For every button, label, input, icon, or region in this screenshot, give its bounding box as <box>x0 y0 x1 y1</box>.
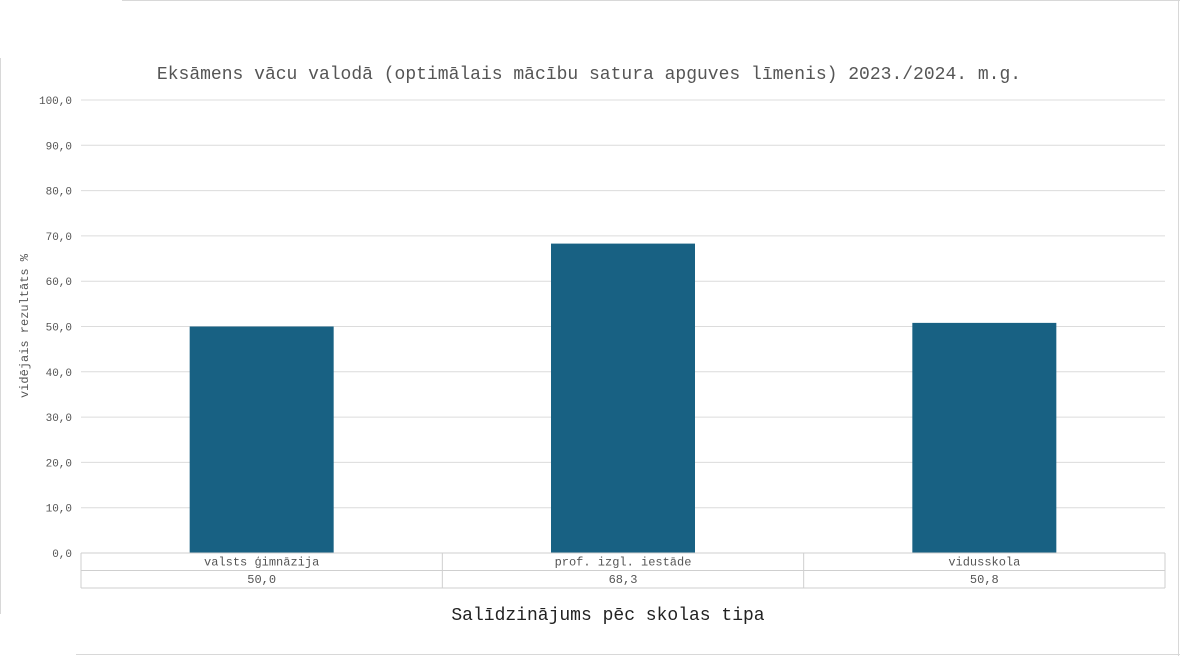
data-table: valsts ģimnāzija 50,0 prof. izgl. iestāde 6… <box>80 552 1166 589</box>
chart-title: Eksāmens vācu valodā (optimālais mācību … <box>157 65 1021 85</box>
bar <box>551 243 695 553</box>
value-label: 50,8 <box>970 573 999 587</box>
x-axis-label: Salīdzinājums pēc skolas tipa <box>451 606 764 626</box>
y-tick-label: 80,0 <box>46 187 72 199</box>
value-label: 68,3 <box>609 573 638 587</box>
category-label: valsts ģimnāzija <box>204 556 319 570</box>
frame-right-border <box>1178 0 1179 656</box>
y-axis-label: vidējais rezultāts % <box>18 253 32 398</box>
bar <box>912 322 1057 553</box>
bars <box>189 243 1057 553</box>
frame-left-border <box>0 58 1 614</box>
y-tick-label: 10,0 <box>46 504 72 516</box>
y-tick-label: 50,0 <box>46 323 72 335</box>
y-tick-label: 60,0 <box>46 277 72 289</box>
frame-top-border <box>122 0 1180 1</box>
y-tick-label: 100,0 <box>39 96 72 108</box>
value-label: 50,0 <box>247 573 276 587</box>
y-tick-label: 40,0 <box>46 368 72 380</box>
category-label: vidusskola <box>948 556 1020 570</box>
y-tick-label: 90,0 <box>46 141 72 153</box>
category-label: prof. izgl. iestāde <box>555 556 692 570</box>
bar <box>189 326 334 553</box>
y-tick-label: 30,0 <box>46 413 72 425</box>
y-tick-label: 70,0 <box>46 232 72 244</box>
frame-bottom-border <box>76 654 1180 655</box>
y-tick-label: 20,0 <box>46 458 72 470</box>
y-axis-ticks: 0,0 10,0 20,0 30,0 40,0 50,0 60,0 70,0 80,0 90,0 1… <box>39 96 72 561</box>
y-tick-label: 0,0 <box>52 549 72 561</box>
